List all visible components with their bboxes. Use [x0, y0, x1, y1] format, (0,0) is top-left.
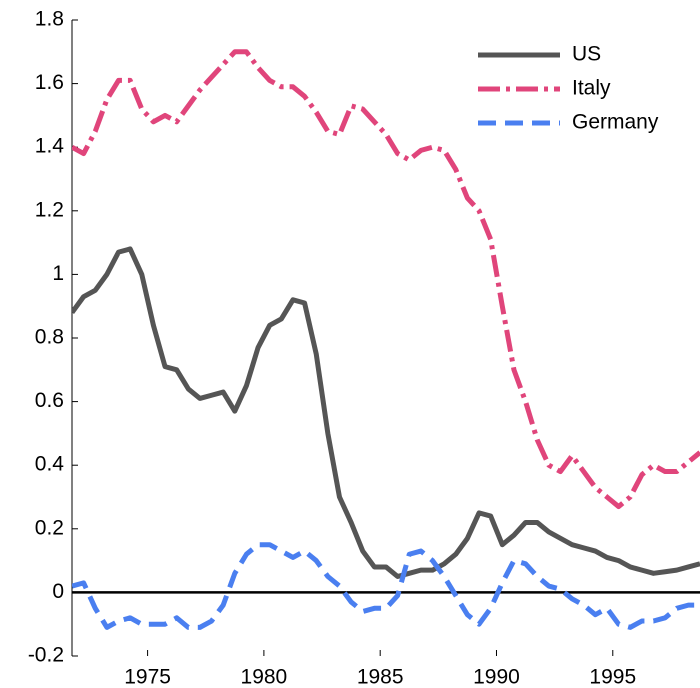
y-tick-label: 1 [52, 262, 64, 285]
legend-label: US [572, 43, 601, 66]
y-tick-label: -0.2 [28, 644, 64, 667]
x-tick-label: 1990 [473, 666, 520, 688]
x-tick-label: 1980 [241, 666, 288, 688]
legend-label: Italy [572, 77, 611, 100]
y-tick-label: 1.8 [35, 8, 64, 31]
series-line [72, 246, 700, 579]
y-tick-label: 0 [52, 580, 64, 603]
x-tick-label: 1985 [357, 666, 404, 688]
x-tick-label: 1995 [589, 666, 636, 688]
series-line [72, 49, 700, 510]
x-tick-label: 1975 [124, 666, 171, 688]
y-tick-label: 1.6 [35, 71, 64, 94]
y-tick-label: 1.2 [35, 198, 64, 221]
y-tick-label: 0.2 [35, 516, 64, 539]
legend-label: Germany [572, 111, 659, 134]
y-tick-label: 0.8 [35, 326, 64, 349]
y-tick-label: 0.6 [35, 389, 64, 412]
y-tick-label: 1.4 [35, 135, 65, 158]
y-tick-label: 0.4 [35, 453, 65, 476]
series-line [72, 542, 700, 630]
